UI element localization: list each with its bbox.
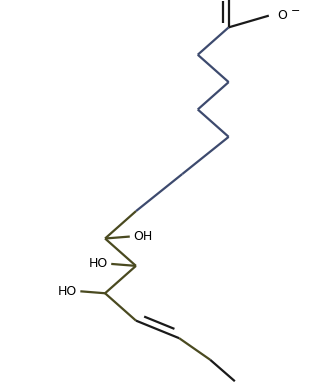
Text: HO: HO: [89, 257, 108, 271]
Text: OH: OH: [133, 230, 152, 243]
Text: −: −: [290, 6, 300, 16]
Text: HO: HO: [58, 285, 77, 298]
Text: O: O: [277, 9, 287, 22]
